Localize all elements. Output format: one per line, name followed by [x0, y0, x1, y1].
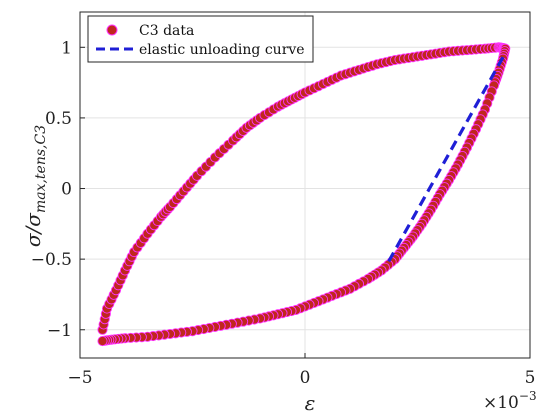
- y-axis-ticks: −1 −0.5 0 0.5 1: [31, 38, 85, 341]
- legend-label-elastic-unloading: elastic unloading curve: [139, 42, 305, 58]
- x-multiplier-exponent: −3: [519, 389, 537, 403]
- y-tick-label-4: 1: [61, 38, 72, 58]
- legend-marker-c3-data: [106, 24, 118, 36]
- elastic-unloading-line: [384, 56, 505, 267]
- legend-box: [87, 15, 314, 63]
- c3-data-series: [97, 42, 511, 347]
- legend-label-c3-data: C3 data: [139, 23, 194, 39]
- elastic-unloading-series: [384, 56, 505, 267]
- y-tick-label-2: 0: [61, 180, 72, 200]
- x-axis-multiplier: ×10−3: [483, 389, 537, 413]
- x-multiplier-base: ×10: [483, 393, 519, 413]
- y-tick-label-3: 0.5: [45, 109, 72, 129]
- x-axis-label: ε: [305, 391, 316, 415]
- y-tick-label-0: −1: [47, 321, 72, 341]
- y-tick-label-1: −0.5: [31, 250, 72, 270]
- x-axis-ticks: −5 0 5: [67, 353, 535, 388]
- x-tick-label-2: 5: [525, 368, 536, 388]
- c3-data-point-236: [97, 336, 108, 347]
- y-axis-label-main: σ/σ: [21, 212, 45, 247]
- x-tick-label-0: −5: [67, 368, 92, 388]
- y-axis-label: σ/σmax,tens,C3: [21, 125, 49, 247]
- legend: C3 data elastic unloading curve: [87, 15, 314, 63]
- x-tick-label-1: 0: [300, 368, 311, 388]
- y-axis-label-subscript: max,tens,C3: [33, 125, 49, 213]
